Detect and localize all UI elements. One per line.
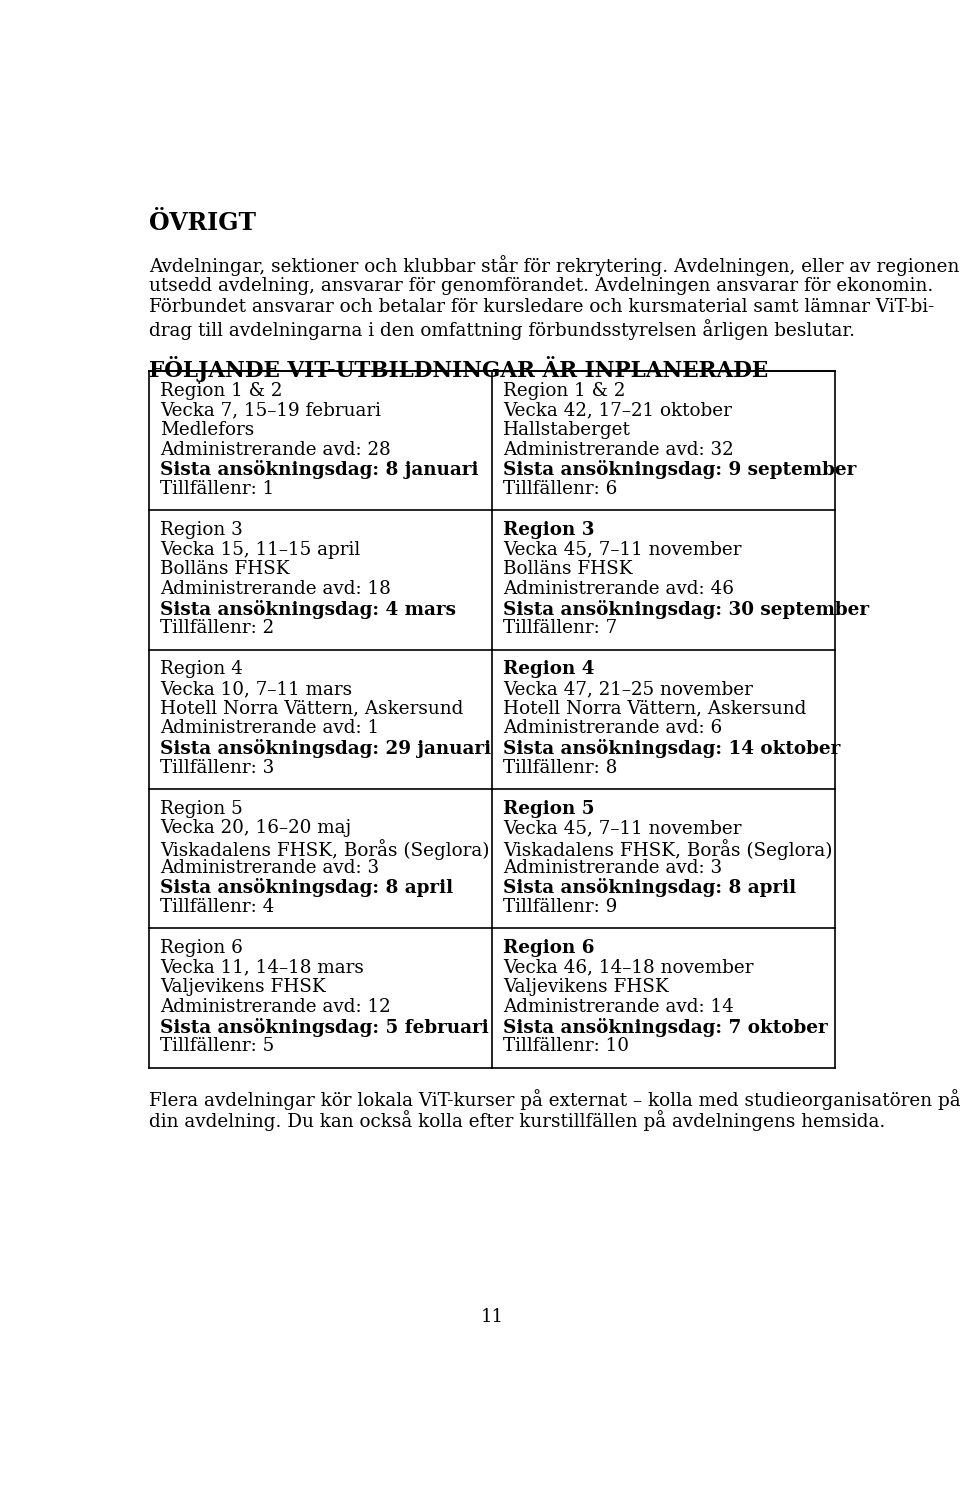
Text: Vecka 7, 15–19 februari: Vecka 7, 15–19 februari <box>160 402 381 420</box>
Text: Sista ansökningsdag: 9 september: Sista ansökningsdag: 9 september <box>503 460 856 480</box>
Text: Vecka 45, 7–11 november: Vecka 45, 7–11 november <box>503 540 741 558</box>
Text: Vecka 11, 14–18 mars: Vecka 11, 14–18 mars <box>160 958 364 976</box>
Text: Administrerande avd: 1: Administrerande avd: 1 <box>160 720 379 738</box>
Text: Administrerande avd: 18: Administrerande avd: 18 <box>160 580 391 598</box>
Text: Sista ansökningsdag: 8 januari: Sista ansökningsdag: 8 januari <box>160 460 479 480</box>
Text: Administrerande avd: 28: Administrerande avd: 28 <box>160 441 391 459</box>
Text: Administrerande avd: 46: Administrerande avd: 46 <box>503 580 733 598</box>
Text: Sista ansökningsdag: 5 februari: Sista ansökningsdag: 5 februari <box>160 1019 489 1036</box>
Text: Region 1 & 2: Region 1 & 2 <box>503 381 625 399</box>
Text: Flera avdelningar kör lokala ViT-kurser på externat – kolla med studieorganisatö: Flera avdelningar kör lokala ViT-kurser … <box>150 1089 960 1110</box>
Text: Administrerande avd: 14: Administrerande avd: 14 <box>503 998 733 1016</box>
Text: Valjevikens FHSK: Valjevikens FHSK <box>160 978 326 996</box>
Text: Region 6: Region 6 <box>160 939 243 957</box>
Text: Vecka 45, 7–11 november: Vecka 45, 7–11 november <box>503 819 741 837</box>
Text: Tillfällenr: 5: Tillfällenr: 5 <box>160 1038 275 1056</box>
Text: Region 5: Region 5 <box>503 800 594 818</box>
Text: Tillfällenr: 7: Tillfällenr: 7 <box>503 620 617 638</box>
Text: Förbundet ansvarar och betalar för kursledare och kursmaterial samt lämnar ViT-b: Förbundet ansvarar och betalar för kursl… <box>150 298 935 316</box>
Text: Administrerande avd: 6: Administrerande avd: 6 <box>503 720 722 738</box>
Text: Vecka 20, 16–20 maj: Vecka 20, 16–20 maj <box>160 819 351 837</box>
Text: Sista ansökningsdag: 4 mars: Sista ansökningsdag: 4 mars <box>160 600 456 618</box>
Text: Tillfällenr: 1: Tillfällenr: 1 <box>160 480 275 498</box>
Text: ÖVRIGT: ÖVRIGT <box>150 211 256 236</box>
Text: Vecka 47, 21–25 november: Vecka 47, 21–25 november <box>503 680 753 698</box>
Text: Tillfällenr: 10: Tillfällenr: 10 <box>503 1038 629 1056</box>
Text: Sista ansökningsdag: 14 oktober: Sista ansökningsdag: 14 oktober <box>503 740 840 758</box>
Text: Administrerande avd: 32: Administrerande avd: 32 <box>503 441 733 459</box>
Text: Vecka 42, 17–21 oktober: Vecka 42, 17–21 oktober <box>503 402 732 420</box>
Text: Valjevikens FHSK: Valjevikens FHSK <box>503 978 668 996</box>
Text: Viskadalens FHSK, Borås (Seglora): Viskadalens FHSK, Borås (Seglora) <box>160 839 490 860</box>
Text: Avdelningar, sektioner och klubbar står för rekrytering. Avdelningen, eller av r: Avdelningar, sektioner och klubbar står … <box>150 255 960 276</box>
Text: utsedd avdelning, ansvarar för genomförandet. Avdelningen ansvarar för ekonomin.: utsedd avdelning, ansvarar för genomföra… <box>150 276 934 294</box>
Text: Sista ansökningsdag: 8 april: Sista ansökningsdag: 8 april <box>503 879 796 897</box>
Text: Region 3: Region 3 <box>503 520 594 538</box>
Text: Sista ansökningsdag: 7 oktober: Sista ansökningsdag: 7 oktober <box>503 1019 828 1036</box>
Text: Vecka 15, 11–15 april: Vecka 15, 11–15 april <box>160 540 361 558</box>
Text: Region 6: Region 6 <box>503 939 594 957</box>
Text: Administrerande avd: 3: Administrerande avd: 3 <box>160 859 379 877</box>
Text: Bolläns FHSK: Bolläns FHSK <box>503 561 633 579</box>
Text: Region 5: Region 5 <box>160 800 243 818</box>
Text: Tillfällenr: 8: Tillfällenr: 8 <box>503 759 617 777</box>
Text: Sista ansökningsdag: 30 september: Sista ansökningsdag: 30 september <box>503 600 869 618</box>
Text: Hallstaberget: Hallstaberget <box>503 422 631 440</box>
Text: Region 3: Region 3 <box>160 520 243 538</box>
Text: Tillfällenr: 6: Tillfällenr: 6 <box>503 480 617 498</box>
Text: Tillfällenr: 2: Tillfällenr: 2 <box>160 620 275 638</box>
Text: Viskadalens FHSK, Borås (Seglora): Viskadalens FHSK, Borås (Seglora) <box>503 839 832 860</box>
Text: Tillfällenr: 3: Tillfällenr: 3 <box>160 759 275 777</box>
Text: Tillfällenr: 4: Tillfällenr: 4 <box>160 898 275 916</box>
Text: Region 4: Region 4 <box>160 660 243 678</box>
Text: 11: 11 <box>481 1308 503 1326</box>
Text: din avdelning. Du kan också kolla efter kurstillfällen på avdelningens hemsida.: din avdelning. Du kan också kolla efter … <box>150 1110 886 1131</box>
Text: Hotell Norra Vättern, Askersund: Hotell Norra Vättern, Askersund <box>503 699 806 718</box>
Text: drag till avdelningarna i den omfattning förbundsstyrelsen årligen beslutar.: drag till avdelningarna i den omfattning… <box>150 320 855 340</box>
Text: Sista ansökningsdag: 29 januari: Sista ansökningsdag: 29 januari <box>160 740 492 758</box>
Text: Hotell Norra Vättern, Askersund: Hotell Norra Vättern, Askersund <box>160 699 464 718</box>
Text: FÖLJANDE VIT-UTBILDNINGAR ÄR INPLANERADE: FÖLJANDE VIT-UTBILDNINGAR ÄR INPLANERADE <box>150 356 769 381</box>
Text: Bolläns FHSK: Bolläns FHSK <box>160 561 290 579</box>
Text: Administrerande avd: 3: Administrerande avd: 3 <box>503 859 722 877</box>
Text: Vecka 46, 14–18 november: Vecka 46, 14–18 november <box>503 958 754 976</box>
Text: Medlefors: Medlefors <box>160 422 254 440</box>
Text: Region 4: Region 4 <box>503 660 594 678</box>
Text: Tillfällenr: 9: Tillfällenr: 9 <box>503 898 617 916</box>
Text: Vecka 10, 7–11 mars: Vecka 10, 7–11 mars <box>160 680 352 698</box>
Text: Region 1 & 2: Region 1 & 2 <box>160 381 282 399</box>
Text: Administrerande avd: 12: Administrerande avd: 12 <box>160 998 391 1016</box>
Text: Sista ansökningsdag: 8 april: Sista ansökningsdag: 8 april <box>160 879 453 897</box>
